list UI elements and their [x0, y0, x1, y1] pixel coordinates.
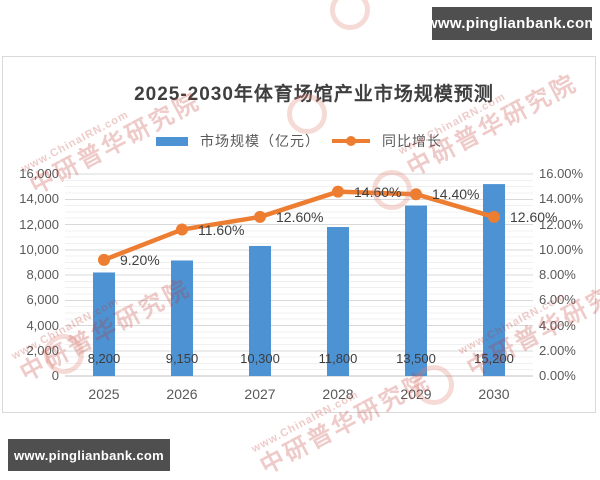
growth-point-2030 [488, 210, 500, 223]
bar-value-label-2026: 9,150 [165, 351, 199, 366]
y-right-tick-12.00%: 12.00% [539, 216, 584, 232]
y-right-tick-16.00%: 16.00% [539, 166, 584, 181]
growth-label-2029: 14.40% [432, 186, 480, 203]
chart-panel: 2025-2030年体育场馆产业市场规模预测 市场规模（亿元） 同比增长 8,2… [2, 56, 596, 413]
y-left-tick-6,000: 6,000 [26, 292, 59, 308]
bar-2025 [93, 272, 115, 376]
growth-label-2027: 12.60% [276, 208, 324, 225]
y-left-tick-8,000: 8,000 [26, 267, 59, 282]
y-right-tick-2.00%: 2.00% [539, 342, 576, 358]
x-axis-label-2028: 2028 [322, 386, 354, 402]
growth-point-2026 [176, 223, 188, 236]
y-left-tick-16,000: 16,000 [19, 166, 59, 181]
watermark-ring [330, 0, 370, 30]
y-left-tick-10,000: 10,000 [19, 241, 59, 257]
bar-2030 [483, 184, 505, 376]
growth-label-2028: 14.60% [354, 183, 402, 200]
growth-line [101, 189, 497, 263]
x-axis-label-2027: 2027 [244, 386, 276, 402]
bar-2029 [405, 205, 427, 376]
y-left-tick-14,000: 14,000 [19, 191, 59, 207]
growth-point-2027 [254, 210, 266, 223]
bar-value-label-2025: 8,200 [87, 351, 121, 366]
legend-line-marker-icon [346, 136, 356, 146]
y-right-tick-10.00%: 10.00% [539, 241, 584, 257]
x-axis-label-2029: 2029 [400, 386, 432, 402]
x-axis-label-2026: 2026 [166, 386, 198, 402]
y-right-tick-4.00%: 4.00% [539, 317, 576, 333]
website-badge-bottom: www.pinglianbank.com [8, 439, 170, 471]
y-left-tick-12,000: 12,000 [19, 216, 59, 232]
bar-value-label-2027: 10,300 [240, 351, 280, 366]
growth-point-2029 [410, 188, 422, 201]
plot-svg [65, 173, 533, 377]
legend-label-growth: 同比增长 [382, 133, 442, 149]
chart-title: 2025-2030年体育场馆产业市场规模预测 [134, 84, 494, 105]
website-badge-top: www.pinglianbank.com [426, 7, 598, 40]
website-badge-bottom-text: www.pinglianbank.com [14, 447, 164, 463]
y-right-tick-6.00%: 6.00% [539, 292, 576, 308]
legend-label-market-size: 市场规模（亿元） [200, 133, 320, 149]
y-right-tick-0.00%: 0.00% [539, 368, 576, 383]
legend-line-swatch [332, 136, 370, 146]
y-left-tick-2,000: 2,000 [26, 342, 59, 358]
bar-2026 [171, 260, 193, 376]
growth-point-2025 [98, 253, 110, 266]
bar-2027 [249, 245, 271, 376]
growth-label-2025: 9.20% [120, 251, 160, 268]
website-badge-top-text: www.pinglianbank.com [425, 15, 599, 32]
legend: 市场规模（亿元） 同比增长 [3, 131, 595, 151]
bar-value-label-2030: 15,200 [474, 351, 514, 366]
growth-label-2030: 12.60% [510, 208, 558, 225]
bar-value-label-2029: 13,500 [396, 351, 436, 366]
y-left-tick-4,000: 4,000 [26, 317, 59, 333]
growth-point-2028 [332, 185, 344, 198]
x-axis-label-2030: 2030 [478, 386, 510, 402]
bar-2028 [327, 227, 349, 376]
x-axis-label-2025: 2025 [88, 386, 120, 402]
legend-bar-swatch [156, 136, 188, 146]
y-left-tick-0: 0 [51, 368, 59, 383]
growth-label-2026: 11.60% [198, 221, 245, 238]
y-right-tick-14.00%: 14.00% [539, 191, 584, 207]
plot-area: 8,200 9,150 10,300 11,800 13,500 15,200 9.20% 1… [65, 173, 557, 377]
y-right-tick-8.00%: 8.00% [539, 267, 576, 282]
bar-value-label-2028: 11,800 [318, 351, 358, 366]
